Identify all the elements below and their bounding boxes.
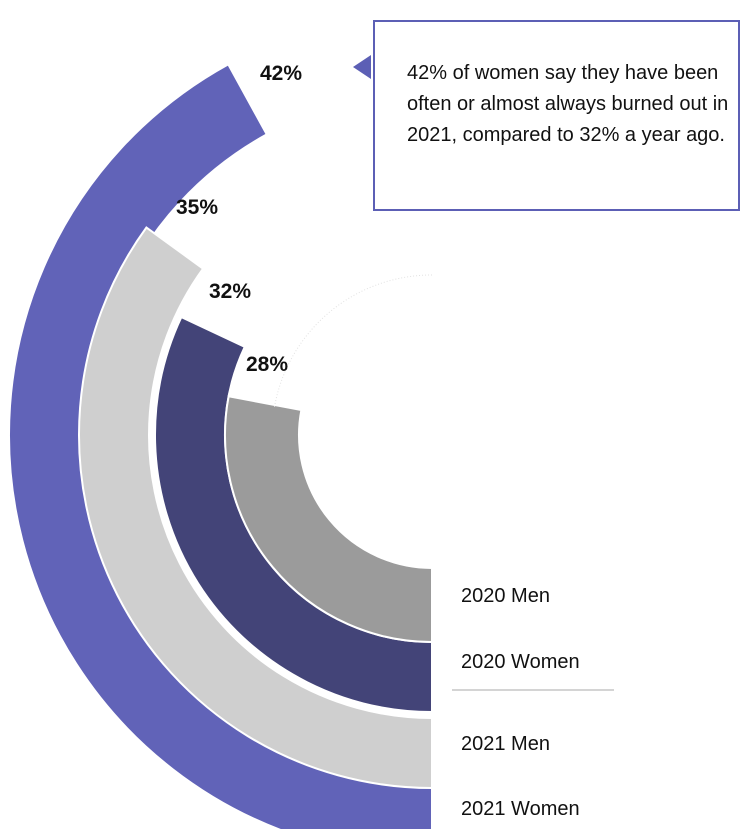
series-label-2020-men: 2020 Men xyxy=(461,585,550,607)
callout-box: 42% of women say they have been often or… xyxy=(373,20,740,211)
series-label-2020-women: 2020 Women xyxy=(461,651,580,673)
value-label-2020-men: 28% xyxy=(246,353,289,376)
bar-2020-men xyxy=(224,395,433,644)
bar-2021-men xyxy=(78,226,433,790)
series-label-2021-women: 2021 Women xyxy=(461,798,580,820)
callout-text: 42% of women say they have been often or… xyxy=(407,62,729,146)
value-label-2020-women: 32% xyxy=(209,280,252,303)
value-label-2021-men: 35% xyxy=(176,196,219,219)
callout-pointer xyxy=(353,55,371,79)
value-label-2021-women: 42% xyxy=(260,62,303,85)
series-label-2021-men: 2021 Men xyxy=(461,733,550,755)
inner-guide-arc xyxy=(273,274,433,408)
